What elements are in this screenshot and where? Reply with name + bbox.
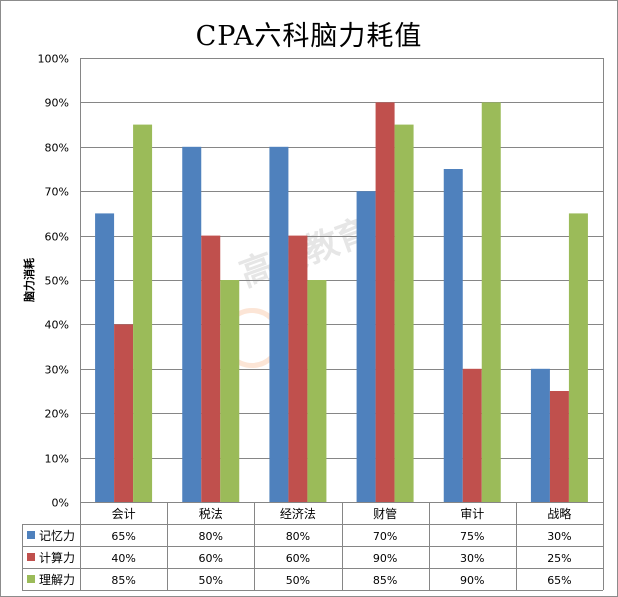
data-label: 50% [199,574,223,587]
bar-6-3 [568,213,588,502]
data-label: 50% [286,574,310,587]
data-label: 25% [547,552,571,565]
y-tick-label: 50% [45,275,69,288]
y-tick-label: 20% [45,408,69,421]
data-label: 65% [547,574,571,587]
bar-3-2 [288,235,308,502]
bar-6-2 [549,391,569,502]
y-tick-label: 70% [45,186,69,199]
data-label: 40% [111,552,135,565]
data-label: 60% [286,552,310,565]
y-tick-label: 100% [38,53,69,66]
bar-4-3 [394,124,414,502]
legend-swatch-3 [27,575,35,583]
bar-3-1 [269,146,289,503]
y-tick-label: 30% [45,364,69,377]
y-tick-label: 40% [45,319,69,332]
x-tick-label: 财管 [373,506,397,521]
legend-swatch-2 [27,553,35,561]
bar-3-3 [307,280,327,502]
x-tick-label: 税法 [199,507,223,521]
y-tick-label: 80% [45,142,69,155]
legend-label-2: 计算力 [39,550,75,565]
data-label: 65% [111,530,135,543]
x-tick-label: 战略 [547,506,571,521]
data-label: 30% [547,530,571,543]
bar-4-1 [356,191,376,502]
data-label: 30% [460,552,484,565]
legend-label-3: 理解力 [39,573,75,587]
y-tick-label: 90% [45,97,69,110]
data-label: 70% [373,530,397,543]
chart-title: CPA六科脑力耗值 [195,21,423,52]
bar-1-1 [95,213,115,502]
data-label: 85% [373,574,397,587]
legend-swatch-1 [27,531,35,539]
y-tick-label: 0% [52,497,69,510]
x-tick-label: 会计 [112,507,136,521]
x-tick-label: 审计 [460,506,484,521]
bar-2-1 [182,146,202,503]
data-label: 90% [460,574,484,587]
x-tick-label: 经济法 [280,506,316,521]
legend-label-1: 记忆力 [39,529,75,543]
bar-1-2 [114,324,134,502]
bar-5-1 [443,169,463,502]
y-tick-label: 10% [45,453,69,466]
data-label: 85% [111,574,135,587]
bar-6-1 [530,368,550,502]
bar-2-3 [220,280,240,502]
bar-4-2 [375,102,395,503]
bar-5-2 [462,368,482,502]
data-label: 75% [460,530,484,543]
y-tick-label: 60% [45,231,69,244]
bar-1-3 [133,124,153,502]
bar-2-2 [201,235,221,502]
data-label: 80% [199,530,223,543]
data-label: 60% [199,552,223,565]
bar-5-3 [481,102,501,503]
data-label: 90% [373,552,397,565]
data-label: 80% [286,530,310,543]
y-axis-label: 脑力消耗 [22,258,36,302]
